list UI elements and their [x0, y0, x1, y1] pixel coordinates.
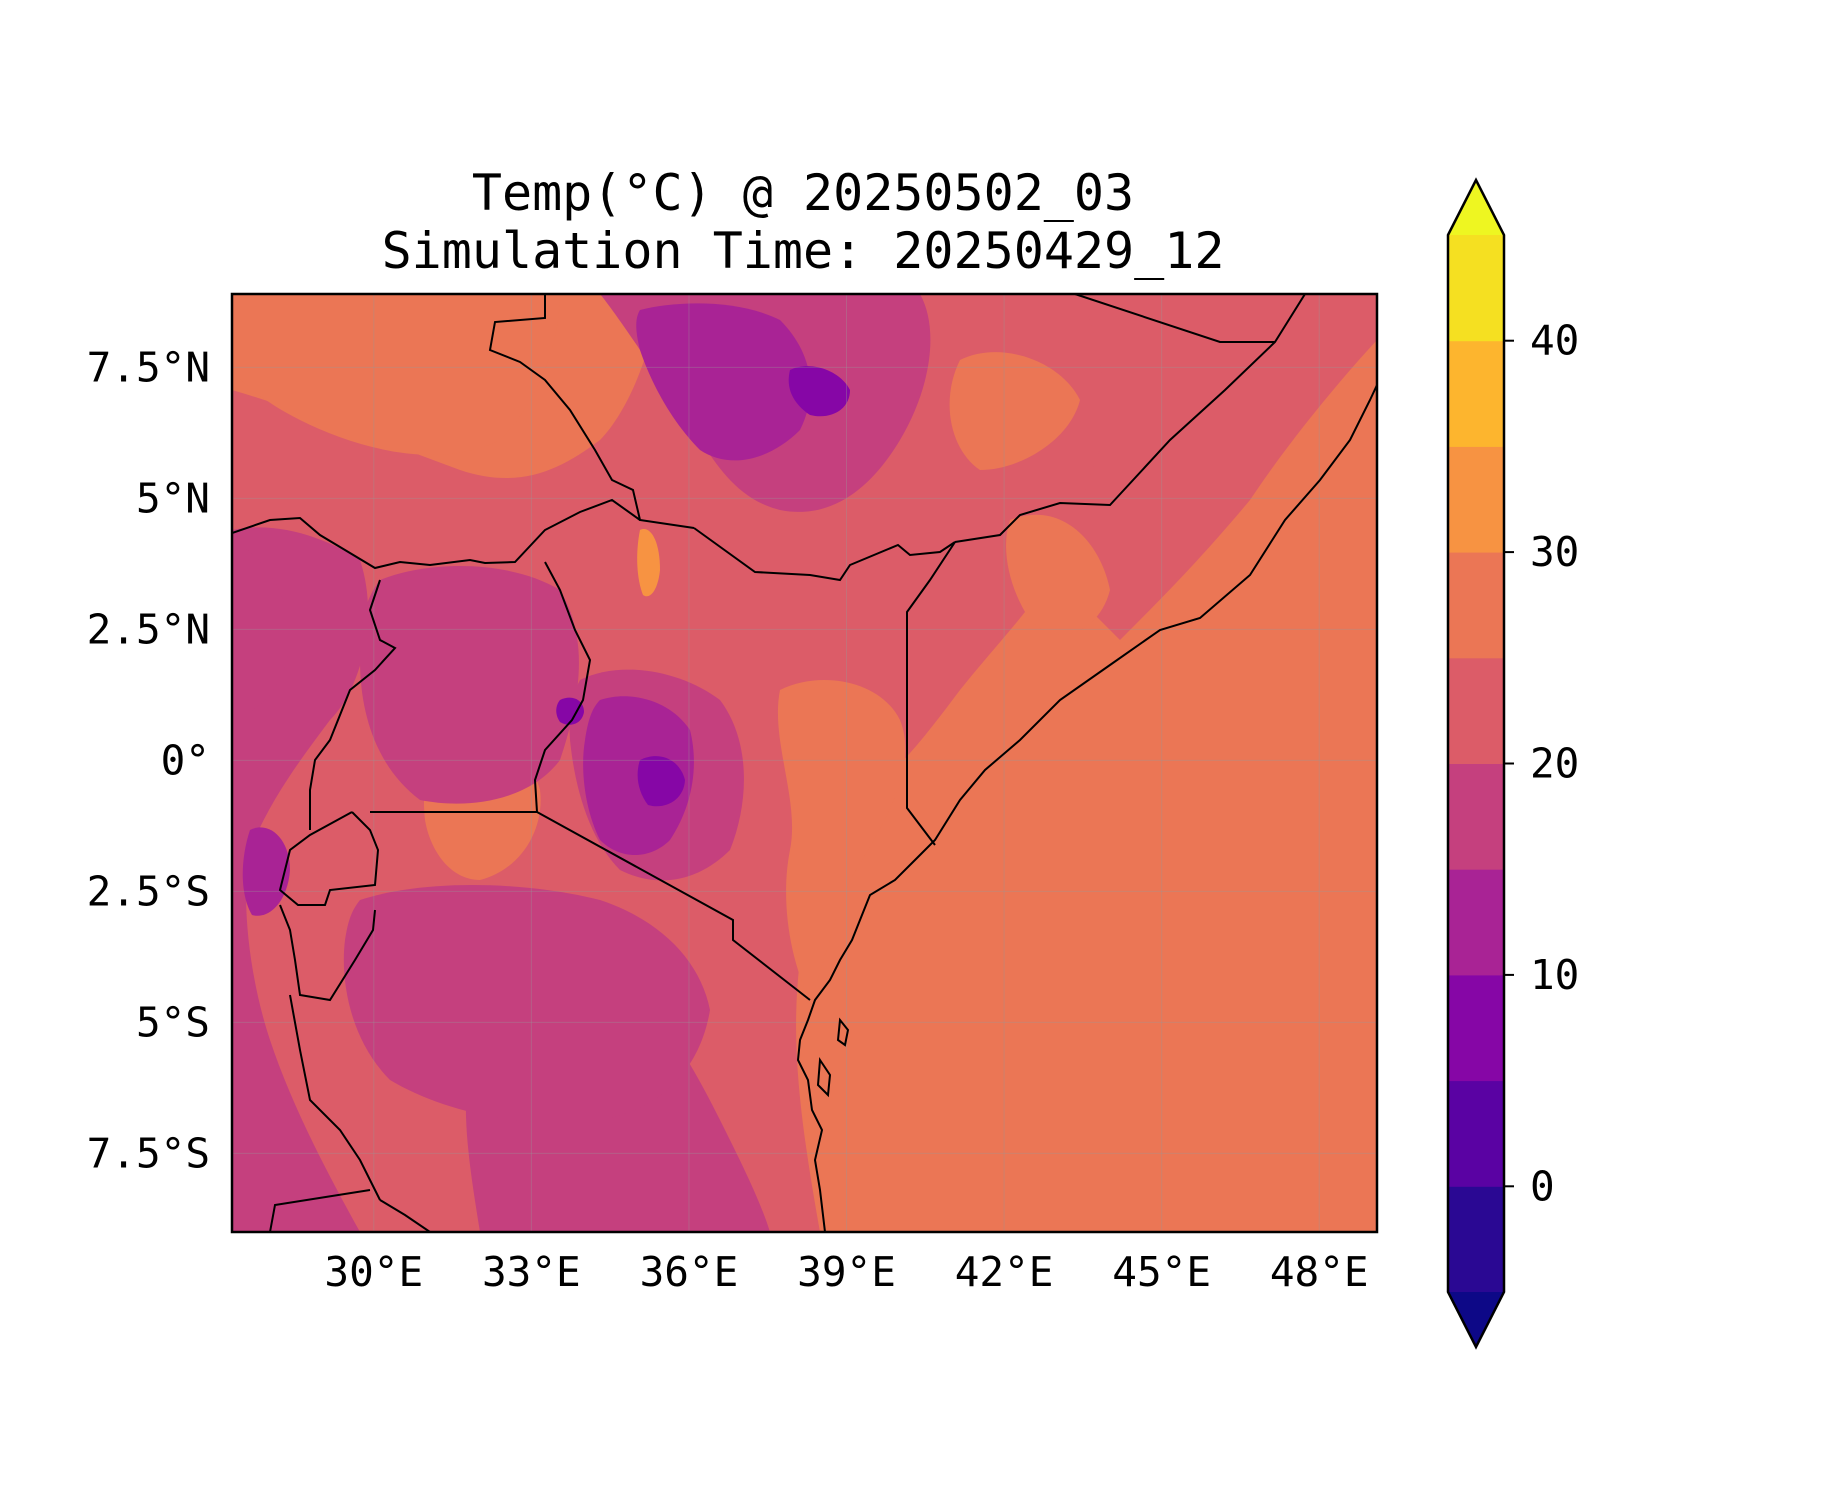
border-tanzania-drc-lake [289, 994, 381, 1201]
colorbar-segment [1448, 763, 1504, 870]
colorbar-tick-label: 30 [1530, 528, 1579, 576]
contour-15-20-drc [232, 540, 290, 720]
contour-30-35-turkana [637, 529, 660, 597]
border-ethiopia-kenya [693, 527, 956, 582]
island-zanzibar [816, 1057, 832, 1098]
border-uganda-kenya [533, 561, 592, 813]
contour-10-15-ethiopia [636, 303, 811, 461]
lat-tick-label: 5°S [136, 998, 210, 1046]
border-south-sudan-ethiopia [488, 294, 695, 529]
contour-25-30-west-top [232, 294, 560, 455]
contour-5-10-kenya [637, 756, 685, 807]
title-line-2: Simulation Time: 20250429_12 [382, 222, 1225, 280]
colorbar-tick-label: 20 [1530, 740, 1579, 788]
lat-tick-label: 0° [161, 736, 210, 784]
border-tanzania-malawi [379, 1199, 431, 1232]
colorbar-segment [1448, 446, 1504, 553]
colorbar-tick-label: 10 [1530, 951, 1579, 999]
contour-25-30-kenya-lowland [777, 680, 906, 1000]
colorbar-segment [1448, 552, 1504, 659]
colorbar: 0 10 20 30 40 [1446, 177, 1579, 1350]
lat-tick-label: 7.5°S [87, 1129, 210, 1177]
border-ethiopia-djibouti [1074, 294, 1275, 343]
map-frame [230, 292, 1379, 1234]
contour-25-30-somalia [949, 352, 1080, 470]
colorbar-outline [1446, 177, 1506, 1350]
border-tanzania-zambia [269, 1189, 371, 1232]
contour-15-20-tanzania [343, 885, 710, 1123]
contour-5-10-ethiopia [788, 366, 850, 417]
lon-tick-label: 42°E [955, 1248, 1054, 1296]
lat-tick-label: 2.5°S [87, 867, 210, 915]
title-line-1: Temp(°C) @ 20250502_03 [472, 164, 1134, 222]
colorbar-segment [1448, 974, 1504, 1082]
colorbar-over-arrow [1448, 180, 1504, 235]
colorbar-segment [1448, 340, 1504, 447]
gridlines [232, 294, 1377, 1232]
colorbar-segment [1448, 657, 1504, 764]
longitude-tick-labels: 30°E 33°E 36°E 39°E 42°E 45°E 48°E [324, 1248, 1368, 1296]
latitude-tick-labels: 7.5°N 5°N 2.5°N 0° 2.5°S 5°S 7.5°S [87, 343, 210, 1177]
country-borders [232, 294, 1377, 1232]
lon-tick-label: 30°E [324, 1248, 423, 1296]
colorbar-segment [1448, 1186, 1504, 1293]
border-tanzania-kenya-lake [370, 811, 811, 1001]
colorbar-segments [1448, 235, 1504, 1293]
colorbar-under-arrow [1448, 1292, 1504, 1347]
lat-tick-label: 7.5°N [87, 343, 210, 391]
border-ethiopia-somalia [954, 294, 1306, 543]
border-rwanda-burundi [278, 811, 380, 906]
border-burundi-tanzania [279, 904, 376, 1002]
colorbar-tick-label: 0 [1530, 1162, 1555, 1210]
contour-5-10-elgon [556, 697, 584, 725]
lon-tick-label: 36°E [640, 1248, 739, 1296]
lon-tick-label: 39°E [797, 1248, 896, 1296]
island-pemba [836, 1017, 850, 1047]
contour-25-30-ethiopia-east [1006, 514, 1110, 635]
contour-15-20-uganda [360, 566, 579, 804]
border-somalia-kenya [906, 541, 956, 846]
colorbar-tick-label: 40 [1530, 317, 1579, 365]
lon-tick-label: 48°E [1270, 1248, 1369, 1296]
coastline-east-africa [796, 340, 1377, 1232]
lat-tick-label: 5°N [136, 474, 210, 522]
temperature-map: 30°E 33°E 36°E 39°E 42°E 45°E 48°E 7.5°N 5°N 2.5… [87, 292, 1379, 1296]
colorbar-segment [1448, 1080, 1504, 1187]
border-uganda-south-sudan [232, 498, 641, 570]
lon-tick-label: 33°E [482, 1248, 581, 1296]
colorbar-ticks: 0 10 20 30 40 [1504, 317, 1579, 1210]
colorbar-segment [1448, 869, 1504, 976]
contour-10-15-kivu [242, 827, 290, 916]
colorbar-segment [1448, 235, 1504, 342]
border-uganda-drc [309, 579, 397, 830]
lon-tick-label: 45°E [1112, 1248, 1211, 1296]
lat-tick-label: 2.5°N [87, 605, 210, 653]
contour-20-25-northeast [1071, 294, 1377, 640]
